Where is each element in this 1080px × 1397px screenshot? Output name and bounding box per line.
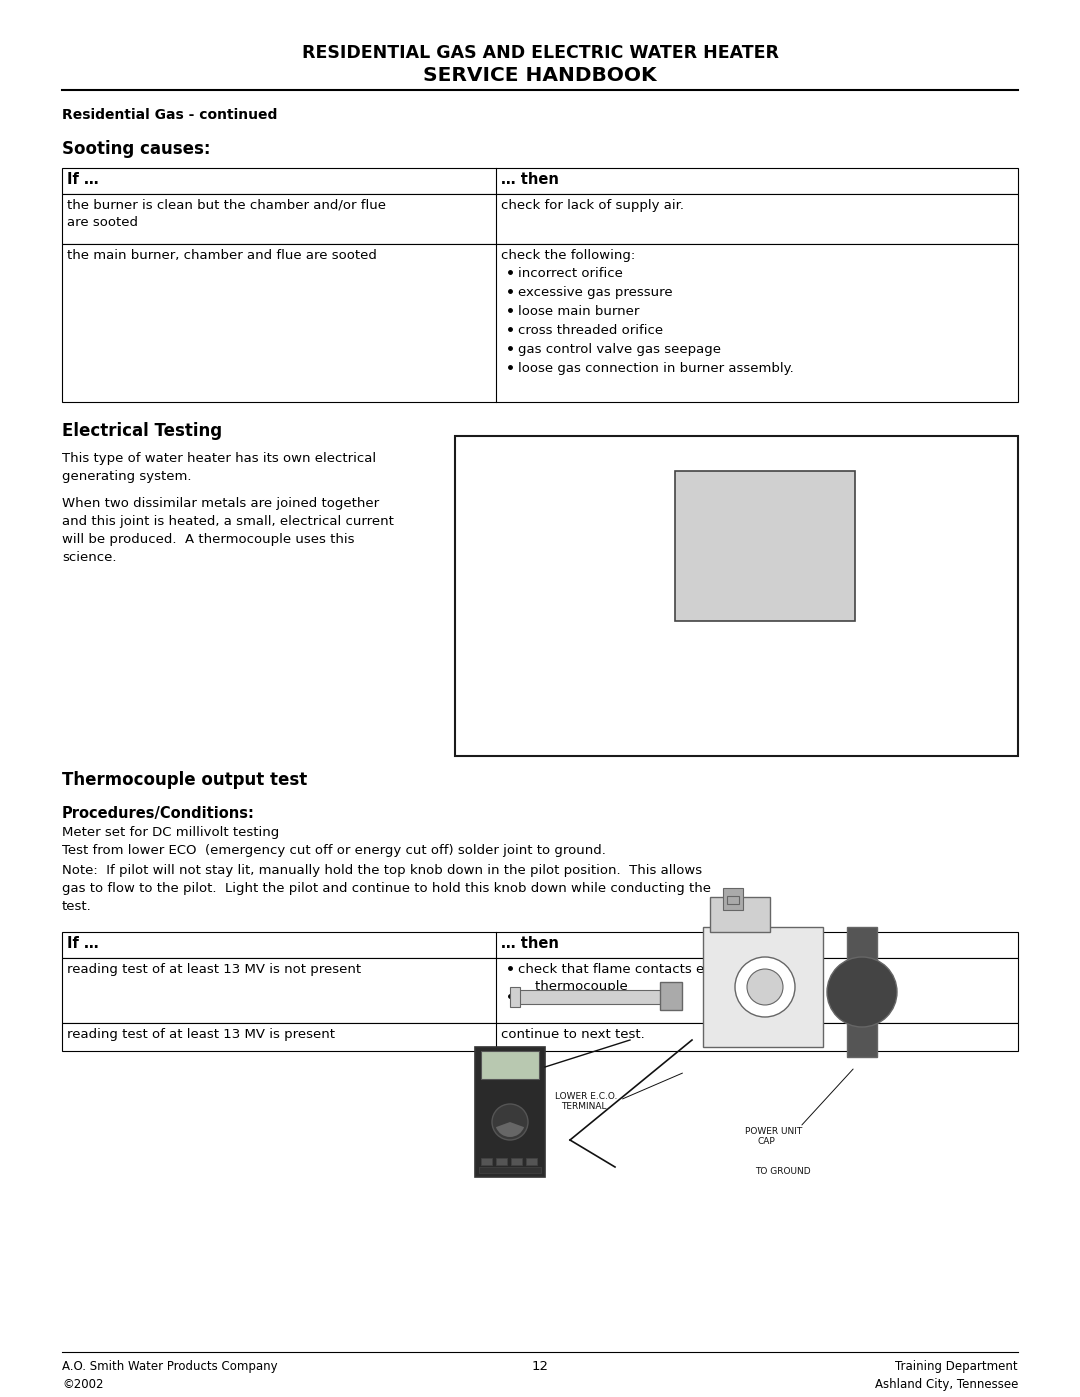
Circle shape [492, 1104, 528, 1140]
Text: … then: … then [501, 936, 558, 951]
Text: 12: 12 [531, 1361, 549, 1373]
Bar [703, 928, 823, 1046]
Bar [710, 897, 770, 932]
Text: loose gas connection in burner assembly.: loose gas connection in burner assembly. [518, 362, 794, 374]
Text: Sooting causes:: Sooting causes: [62, 140, 211, 158]
Text: the main burner, chamber and flue are sooted: the main burner, chamber and flue are so… [67, 249, 377, 263]
Text: cross threaded orifice: cross threaded orifice [518, 324, 663, 337]
Text: Note:  If pilot will not stay lit, manually hold the top knob down in the pilot : Note: If pilot will not stay lit, manual… [62, 863, 711, 914]
Circle shape [747, 970, 783, 1004]
Bar [62, 1023, 1018, 1051]
Text: RESIDENTIAL GAS AND ELECTRIC WATER HEATER: RESIDENTIAL GAS AND ELECTRIC WATER HEATE… [301, 43, 779, 61]
Bar [62, 194, 1018, 244]
Text: Residential Gas - continued: Residential Gas - continued [62, 108, 278, 122]
Text: check the following:: check the following: [501, 249, 635, 263]
Text: POWER UNIT: POWER UNIT [745, 1127, 802, 1136]
Text: Thermocouple output test: Thermocouple output test [62, 771, 307, 789]
Bar [480, 1166, 541, 1173]
Text: check for lack of supply air.: check for lack of supply air. [501, 198, 684, 212]
Text: reading test of at least 13 MV is present: reading test of at least 13 MV is presen… [67, 1028, 335, 1041]
Text: SERVICE HANDBOOK: SERVICE HANDBOOK [423, 66, 657, 85]
Text: replace thermocouple.: replace thermocouple. [518, 990, 669, 1004]
Text: continue to next test.: continue to next test. [501, 1028, 645, 1041]
Text: excessive gas pressure: excessive gas pressure [518, 286, 673, 299]
Bar [675, 471, 855, 622]
Text: CAP: CAP [757, 1137, 774, 1146]
Bar [481, 1158, 492, 1165]
Text: Training Department
Ashland City, Tennessee: Training Department Ashland City, Tennes… [875, 1361, 1018, 1391]
Bar [62, 168, 1018, 194]
Text: reading test of at least 13 MV is not present: reading test of at least 13 MV is not pr… [67, 963, 361, 977]
Text: Procedures/Conditions:: Procedures/Conditions: [62, 806, 255, 821]
Bar [727, 895, 739, 904]
Bar [723, 888, 743, 909]
Text: TERMINAL: TERMINAL [561, 1102, 607, 1111]
Circle shape [827, 957, 897, 1027]
Text: This type of water heater has its own electrical
generating system.: This type of water heater has its own el… [62, 453, 376, 483]
Text: If …: If … [67, 936, 98, 951]
Wedge shape [496, 1122, 524, 1137]
Bar [511, 1158, 522, 1165]
Bar [62, 958, 1018, 1023]
Bar [475, 1046, 545, 1178]
Text: LOWER E.C.O.: LOWER E.C.O. [555, 1092, 618, 1101]
Bar [660, 982, 681, 1010]
Text: A.O. Smith Water Products Company
©2002: A.O. Smith Water Products Company ©2002 [62, 1361, 278, 1391]
Bar [526, 1158, 537, 1165]
Bar [510, 988, 519, 1007]
Bar [62, 244, 1018, 402]
Bar [62, 932, 1018, 958]
Text: incorrect orifice: incorrect orifice [518, 267, 623, 279]
Text: When two dissimilar metals are joined together
and this joint is heated, a small: When two dissimilar metals are joined to… [62, 497, 394, 564]
Bar [455, 436, 1018, 756]
Bar [481, 1051, 539, 1078]
Text: TO GROUND: TO GROUND [755, 1166, 811, 1176]
Text: … then: … then [501, 172, 558, 187]
Text: Test from lower ECO  (emergency cut off or energy cut off) solder joint to groun: Test from lower ECO (emergency cut off o… [62, 844, 606, 856]
Text: check that flame contacts end of
    thermocouple: check that flame contacts end of thermoc… [518, 963, 739, 993]
Text: loose main burner: loose main burner [518, 305, 639, 319]
Text: the burner is clean but the chamber and/or flue
are sooted: the burner is clean but the chamber and/… [67, 198, 386, 229]
Text: gas control valve gas seepage: gas control valve gas seepage [518, 344, 721, 356]
Text: If …: If … [67, 172, 98, 187]
Circle shape [735, 957, 795, 1017]
Bar [496, 1158, 507, 1165]
Bar [847, 928, 877, 1058]
Bar [515, 990, 665, 1004]
Text: Meter set for DC millivolt testing: Meter set for DC millivolt testing [62, 826, 280, 840]
Text: Electrical Testing: Electrical Testing [62, 422, 222, 440]
